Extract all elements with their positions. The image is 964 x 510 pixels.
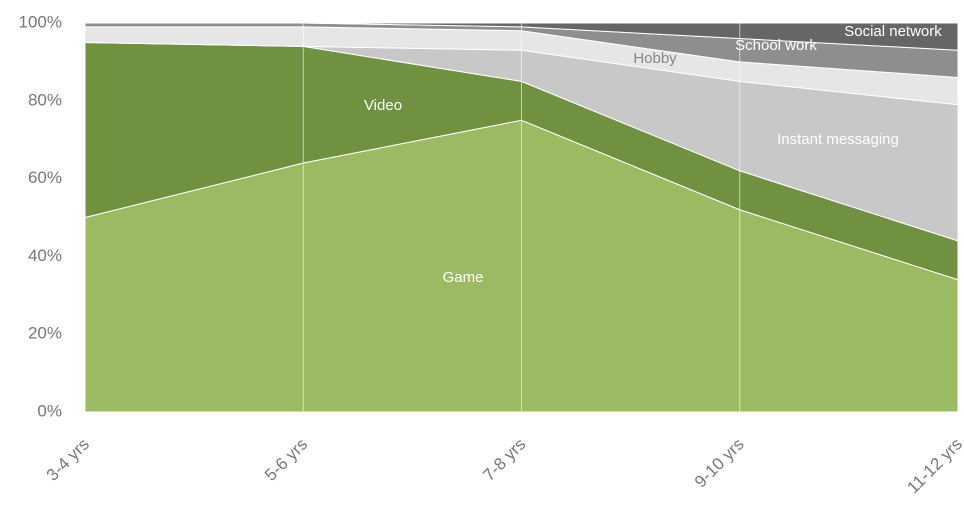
y-tick-label: 40%: [28, 246, 62, 265]
y-tick-label: 20%: [28, 324, 62, 343]
x-tick-label: 11-12 yrs: [903, 435, 964, 498]
x-tick-label: 5-6 yrs: [261, 435, 311, 485]
series-label: Instant messaging: [777, 131, 899, 148]
y-tick-label: 100%: [19, 12, 62, 31]
y-tick-label: 80%: [28, 90, 62, 109]
series-label: Game: [443, 269, 484, 286]
x-tick-label: 7-8 yrs: [479, 435, 529, 485]
x-tick-label: 3-4 yrs: [43, 435, 93, 485]
series-label: Video: [364, 97, 402, 114]
series-label: Social network: [844, 23, 942, 40]
y-tick-label: 60%: [28, 168, 62, 187]
series-label: School work: [735, 37, 817, 54]
x-tick-label: 9-10 yrs: [691, 435, 748, 492]
series-label: Hobby: [633, 50, 677, 67]
y-tick-label: 0%: [37, 401, 62, 420]
